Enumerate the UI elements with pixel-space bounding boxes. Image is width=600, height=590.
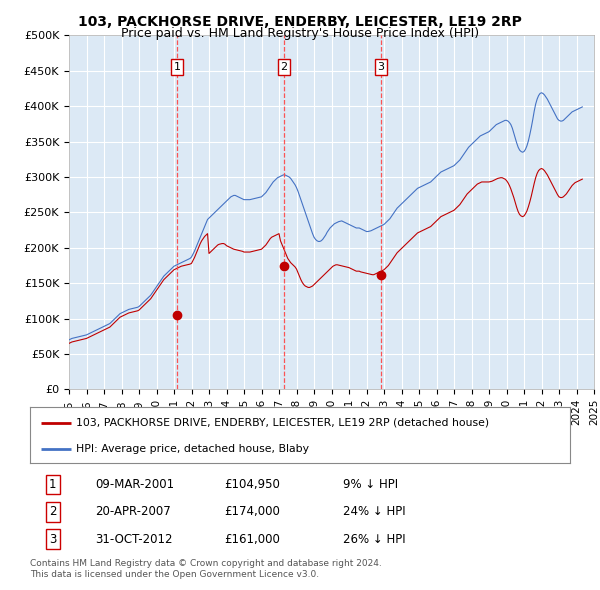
Text: 20-APR-2007: 20-APR-2007 — [95, 505, 170, 519]
Text: 31-OCT-2012: 31-OCT-2012 — [95, 533, 172, 546]
Text: Price paid vs. HM Land Registry's House Price Index (HPI): Price paid vs. HM Land Registry's House … — [121, 27, 479, 40]
Text: Contains HM Land Registry data © Crown copyright and database right 2024.: Contains HM Land Registry data © Crown c… — [30, 559, 382, 568]
Text: £104,950: £104,950 — [224, 478, 280, 491]
Text: 103, PACKHORSE DRIVE, ENDERBY, LEICESTER, LE19 2RP: 103, PACKHORSE DRIVE, ENDERBY, LEICESTER… — [78, 15, 522, 29]
Text: 2: 2 — [281, 63, 287, 72]
Text: 26% ↓ HPI: 26% ↓ HPI — [343, 533, 406, 546]
Text: 2: 2 — [49, 505, 56, 519]
Text: HPI: Average price, detached house, Blaby: HPI: Average price, detached house, Blab… — [76, 444, 309, 454]
Text: 103, PACKHORSE DRIVE, ENDERBY, LEICESTER, LE19 2RP (detached house): 103, PACKHORSE DRIVE, ENDERBY, LEICESTER… — [76, 418, 489, 428]
Text: 9% ↓ HPI: 9% ↓ HPI — [343, 478, 398, 491]
Text: 24% ↓ HPI: 24% ↓ HPI — [343, 505, 406, 519]
Text: £161,000: £161,000 — [224, 533, 280, 546]
Text: £174,000: £174,000 — [224, 505, 280, 519]
Text: 09-MAR-2001: 09-MAR-2001 — [95, 478, 174, 491]
Text: This data is licensed under the Open Government Licence v3.0.: This data is licensed under the Open Gov… — [30, 570, 319, 579]
Text: 3: 3 — [377, 63, 385, 72]
Text: 1: 1 — [173, 63, 181, 72]
Text: 3: 3 — [49, 533, 56, 546]
Text: 1: 1 — [49, 478, 56, 491]
